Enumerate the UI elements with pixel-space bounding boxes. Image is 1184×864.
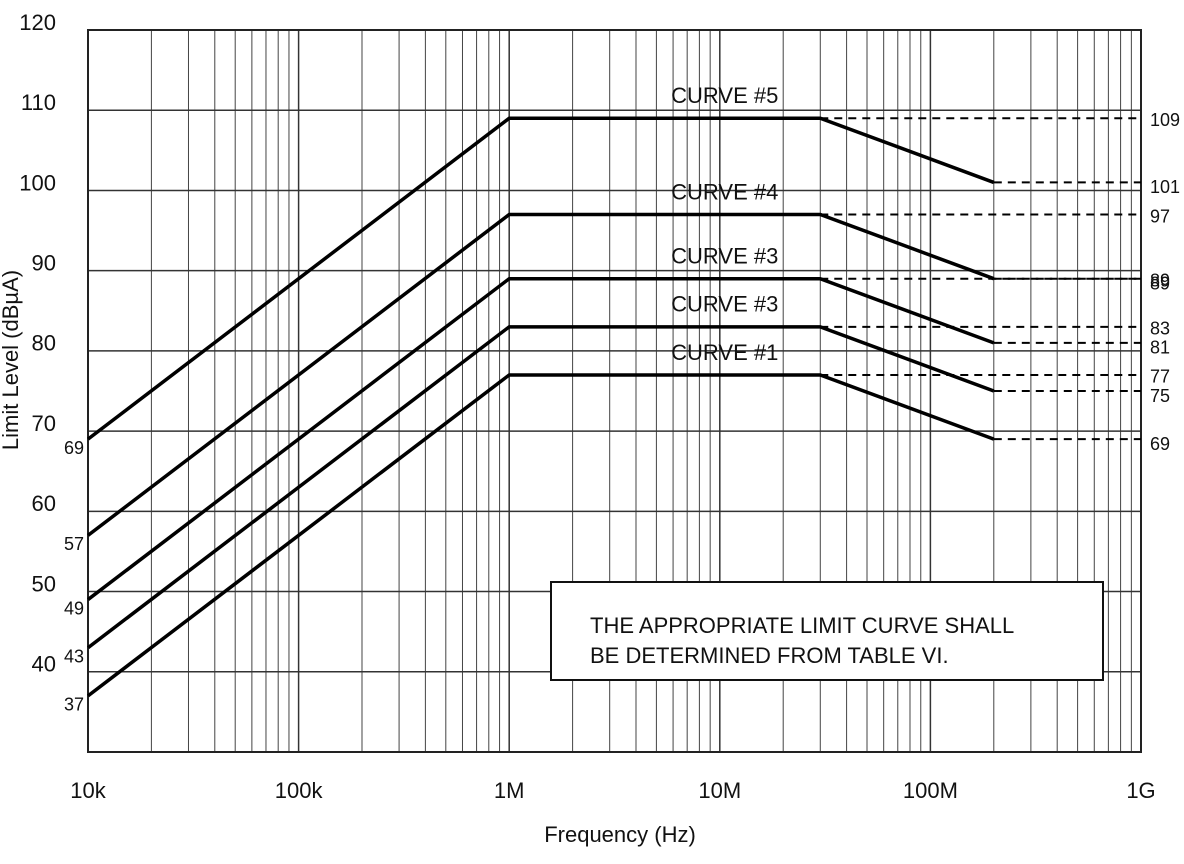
value-label: 57: [64, 534, 84, 554]
value-label: 97: [1150, 206, 1170, 226]
curve: [86, 212, 995, 537]
note-text: THE APPROPRIATE LIMIT CURVE SHALL: [590, 613, 1014, 638]
y-tick-label: 70: [32, 411, 56, 436]
curve: [86, 276, 995, 601]
value-label: 109: [1150, 110, 1180, 130]
value-label: 43: [64, 646, 84, 666]
value-label: 83: [1150, 319, 1170, 339]
note-text: BE DETERMINED FROM TABLE VI.: [590, 643, 949, 668]
curve: [86, 116, 995, 441]
y-tick-label: 60: [32, 491, 56, 516]
x-tick-label: 100M: [903, 778, 958, 803]
y-tick-label: 50: [32, 571, 56, 596]
x-tick-label: 10k: [70, 778, 106, 803]
x-tick-label: 100k: [275, 778, 324, 803]
y-tick-label: 120: [19, 10, 56, 35]
value-label: 37: [64, 695, 84, 715]
x-axis-label: Frequency (Hz): [544, 822, 696, 847]
x-tick-label: 10M: [698, 778, 741, 803]
value-label: 75: [1150, 386, 1170, 406]
value-label: 69: [1150, 434, 1170, 454]
value-label: 49: [64, 598, 84, 618]
y-tick-label: 90: [32, 250, 56, 275]
x-tick-label: 1G: [1126, 778, 1155, 803]
y-tick-label: 110: [21, 90, 56, 115]
curve-label: CURVE #3: [671, 292, 778, 317]
x-tick-label: 1M: [494, 778, 525, 803]
note-box: [550, 581, 1104, 681]
value-label: 89: [1150, 273, 1170, 293]
curve-label: CURVE #5: [671, 83, 778, 108]
value-label: 101: [1150, 177, 1180, 197]
value-label: 69: [64, 438, 84, 458]
value-label: 89: [1150, 270, 1170, 290]
y-tick-label: 80: [32, 331, 56, 356]
curve-label: CURVE #1: [671, 340, 778, 365]
y-tick-label: 40: [32, 652, 56, 677]
curve: [86, 325, 995, 650]
curve-label: CURVE #3: [671, 244, 778, 269]
value-label: 81: [1150, 338, 1170, 358]
curve: [86, 373, 995, 698]
curve-label: CURVE #4: [671, 179, 778, 204]
y-tick-label: 100: [19, 170, 56, 195]
value-label: 77: [1150, 367, 1170, 387]
y-axis-label: Limit Level (dBµA): [0, 270, 23, 450]
